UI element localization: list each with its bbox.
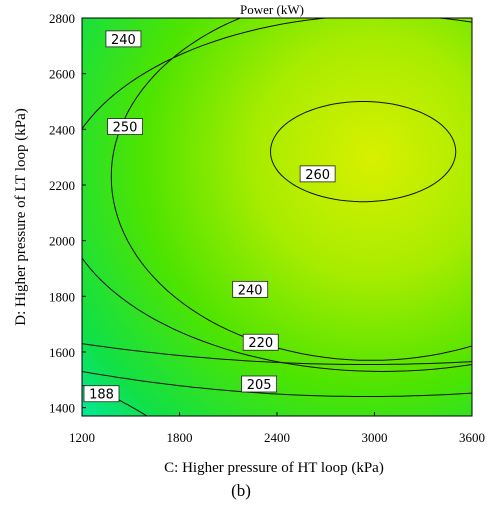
y-tick-label: 2400: [49, 122, 75, 137]
y-axis-ticks: 1400 1600 1800 2000 2200 2400 2600 2800: [49, 11, 86, 416]
y-tick-label: 1800: [49, 289, 75, 304]
x-tick-label: 3000: [362, 430, 388, 445]
panel-label: (b): [231, 481, 251, 500]
chart-title: Power (kW): [240, 2, 304, 17]
x-tick-label: 2400: [264, 430, 290, 445]
y-tick-label: 1400: [49, 401, 75, 416]
x-axis-ticks: 1200 1800 2400 3000 3600: [69, 412, 485, 445]
y-axis-label: D: Higher pressure of LT loop (kPa): [13, 108, 29, 325]
contour-label-188: 188: [89, 388, 114, 403]
contour-line-250: [110, 18, 472, 361]
x-tick-label: 1800: [167, 430, 193, 445]
contour-label-205: 205: [247, 378, 272, 393]
contour-label-220: 220: [248, 336, 273, 351]
contour-label-box: [105, 30, 142, 48]
contour-label-240: 240: [111, 33, 136, 48]
contour-label-box: [241, 375, 278, 393]
contour-label-240: 240: [238, 283, 263, 298]
contour-label-250: 250: [113, 121, 138, 136]
contour-label-box: [242, 333, 279, 351]
contour-line-205: [82, 371, 472, 397]
contour-label-box: [299, 165, 336, 183]
contour-line-260: [269, 101, 457, 203]
y-tick-label: 2000: [49, 234, 75, 249]
x-axis-label: C: Higher pressure of HT loop (kPa): [164, 460, 384, 476]
y-tick-label: 2600: [49, 67, 75, 82]
y-tick-label: 2200: [49, 178, 75, 193]
contour-line-220: [82, 343, 472, 365]
x-tick-label: 1200: [69, 430, 95, 445]
plot-field: [82, 18, 472, 416]
contour-labels: 188 205 220 240 240 250 260: [83, 30, 336, 403]
contour-label-box: [107, 118, 143, 135]
contour-lines: [82, 18, 472, 416]
y-tick-label: 1600: [49, 345, 75, 360]
contour-label-260: 260: [305, 168, 330, 183]
x-tick-label: 3600: [459, 430, 485, 445]
contour-label-box: [83, 385, 120, 403]
y-tick-label: 2800: [49, 11, 75, 26]
contour-label-box: [232, 280, 269, 298]
